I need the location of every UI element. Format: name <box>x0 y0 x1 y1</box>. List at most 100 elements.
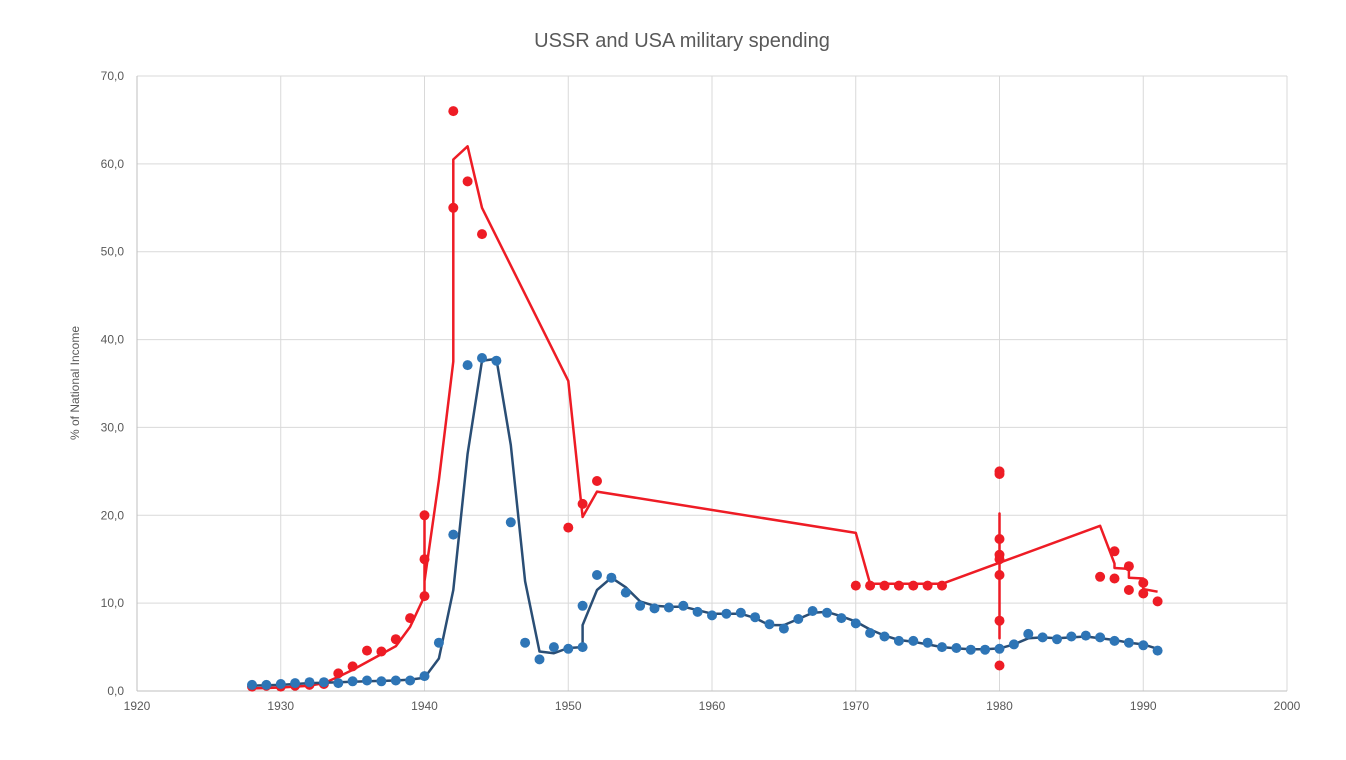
series-2-point <box>318 677 329 688</box>
series-2-point <box>620 587 631 598</box>
y-tick-label: 40,0 <box>101 333 125 347</box>
x-tick-label: 1920 <box>124 699 151 713</box>
series-2-point <box>606 572 617 583</box>
series-2-point <box>1037 632 1048 643</box>
series-2-point <box>764 619 775 630</box>
series-1-point <box>333 668 344 679</box>
series-2-point <box>635 600 646 611</box>
series-2-point <box>1008 639 1019 650</box>
series-layer <box>247 106 1163 692</box>
series-2-point <box>405 675 416 686</box>
series-2-point <box>477 353 487 363</box>
series-2-point <box>937 642 947 653</box>
y-tick-label: 20,0 <box>101 508 125 522</box>
series-1-point <box>592 476 602 486</box>
series-1-point <box>376 646 387 657</box>
x-tick-label: 1980 <box>986 699 1013 713</box>
series-2-point <box>908 635 919 646</box>
x-tick-label: 1950 <box>555 699 582 713</box>
series-2-point <box>592 570 602 580</box>
series-2-point <box>663 602 674 613</box>
series-1-point <box>994 570 1005 580</box>
series-2-trend-line <box>251 357 1158 687</box>
y-tick-label: 70,0 <box>101 69 125 83</box>
series-2-point <box>994 643 1005 654</box>
series-1-point <box>879 580 890 591</box>
series-2-point <box>520 637 531 648</box>
y-tick-label: 60,0 <box>101 157 125 171</box>
series-2-point <box>376 676 387 687</box>
series-2-point <box>491 355 502 366</box>
series-2-point <box>563 643 574 654</box>
series-2-point <box>261 679 272 690</box>
series-1-point <box>347 661 358 672</box>
series-1-point <box>937 580 947 591</box>
series-2-point <box>692 606 703 617</box>
gridlines <box>137 75 1288 691</box>
series-1-point <box>1123 585 1134 595</box>
series-2 <box>247 353 1163 690</box>
series-2-point <box>850 618 861 629</box>
series-2-point <box>1138 640 1149 651</box>
series-2-point <box>1023 628 1034 639</box>
series-2-point <box>433 637 444 648</box>
series-1-point <box>448 202 459 213</box>
series-2-point <box>1066 631 1077 642</box>
series-2-point <box>333 678 344 689</box>
series-2-point <box>505 517 516 528</box>
series-1-point <box>1109 546 1120 557</box>
series-1-point <box>1109 573 1120 584</box>
series-2-point <box>879 631 890 642</box>
series-2-point <box>247 679 257 690</box>
series-1-point <box>850 580 861 591</box>
series-2-point <box>965 644 976 655</box>
series-2-point <box>678 600 689 611</box>
series-2-point <box>1152 645 1163 656</box>
series-1-point <box>1138 577 1149 588</box>
series-2-point <box>534 654 545 665</box>
series-1-point <box>1123 561 1134 572</box>
series-1-point <box>477 229 487 240</box>
x-tick-label: 1940 <box>411 699 438 713</box>
series-1-point <box>893 580 904 591</box>
series-2-point <box>577 642 588 653</box>
series-2-point <box>922 637 933 648</box>
series-2-point <box>707 610 717 621</box>
series-1-point <box>405 613 416 624</box>
series-1-point <box>994 615 1005 626</box>
series-1-point <box>908 580 919 591</box>
series-2-point <box>778 623 789 634</box>
series-2-point <box>649 603 660 614</box>
series-2-point <box>735 607 746 618</box>
series-1-point <box>419 591 430 602</box>
series-2-point <box>980 644 991 655</box>
x-tick-label: 1960 <box>699 699 726 713</box>
y-tick-label: 50,0 <box>101 245 125 259</box>
series-1-point <box>462 176 473 187</box>
series-1-point <box>563 522 574 533</box>
series-1-point <box>865 580 876 591</box>
x-tick-label: 1930 <box>267 699 294 713</box>
series-1-point <box>994 534 1005 544</box>
series-1-point <box>1152 596 1163 607</box>
x-tick-label: 1970 <box>842 699 869 713</box>
y-tick-label: 10,0 <box>101 596 125 610</box>
series-2-point <box>275 679 286 689</box>
series-1-point <box>362 645 372 656</box>
x-tick-label: 1990 <box>1130 699 1157 713</box>
y-tick-label: 0,0 <box>107 684 124 698</box>
series-2-point <box>836 613 847 624</box>
series-1-point <box>994 469 1005 479</box>
series-2-point <box>577 600 588 611</box>
series-2-point <box>462 360 473 371</box>
series-2-point <box>304 677 315 688</box>
series-2-point <box>1109 635 1120 646</box>
series-1-point <box>419 554 430 565</box>
series-1-point <box>1095 571 1106 582</box>
series-2-point <box>807 606 818 616</box>
series-2-point <box>793 614 804 624</box>
series-2-point <box>448 529 459 540</box>
series-1 <box>247 106 1163 692</box>
